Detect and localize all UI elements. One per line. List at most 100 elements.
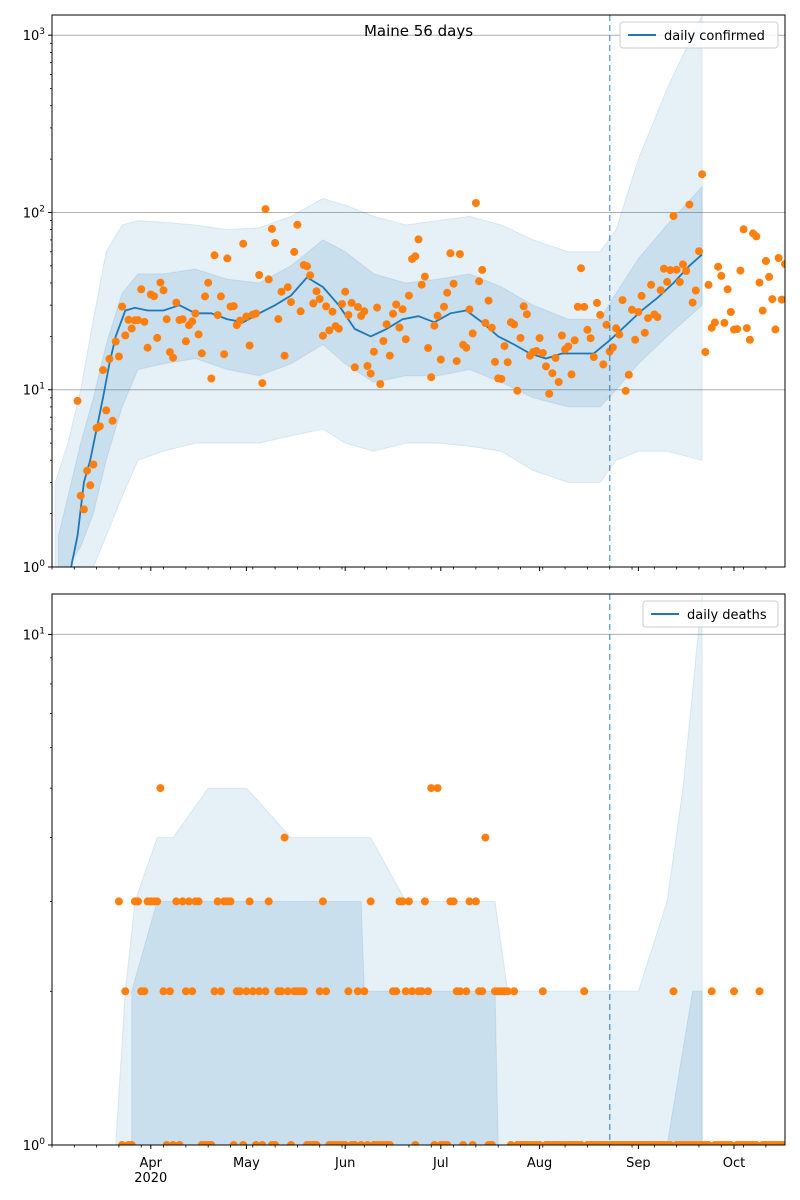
axes-frame bbox=[51, 593, 786, 1146]
observation-point bbox=[542, 362, 550, 371]
observation-point bbox=[264, 275, 273, 284]
observation-point bbox=[223, 254, 232, 263]
observation-point bbox=[637, 291, 646, 300]
observation-point bbox=[175, 1141, 184, 1145]
observation-point bbox=[704, 1141, 713, 1145]
x-tick-label: Jun bbox=[334, 1156, 355, 1171]
observation-point bbox=[682, 267, 691, 275]
observation-point bbox=[280, 351, 289, 360]
observation-point bbox=[258, 1141, 267, 1145]
observation-point bbox=[618, 296, 627, 305]
observation-point bbox=[580, 987, 589, 996]
observation-point bbox=[226, 897, 235, 906]
observation-point bbox=[162, 1141, 171, 1145]
observation-point bbox=[669, 987, 678, 996]
observation-point bbox=[462, 343, 471, 352]
x-tick-label: Apr bbox=[140, 1156, 163, 1171]
observation-point bbox=[165, 987, 174, 996]
observation-point bbox=[701, 348, 710, 356]
observation-point bbox=[140, 987, 149, 996]
observation-point bbox=[169, 1141, 178, 1145]
observation-point bbox=[679, 260, 687, 269]
observation-point bbox=[615, 330, 624, 339]
observation-point bbox=[83, 466, 92, 475]
observation-point bbox=[369, 347, 378, 356]
observation-point bbox=[481, 833, 490, 842]
observation-point bbox=[465, 305, 474, 314]
observation-point bbox=[102, 406, 111, 415]
observation-point bbox=[656, 286, 665, 295]
observation-point bbox=[242, 312, 251, 321]
y-tick-label: 100 bbox=[23, 1137, 46, 1154]
observation-point bbox=[714, 262, 723, 271]
observation-point bbox=[118, 1141, 127, 1145]
observation-point bbox=[360, 987, 369, 996]
observation-point bbox=[411, 1141, 420, 1145]
observation-point bbox=[781, 260, 785, 269]
observation-point bbox=[341, 287, 350, 296]
observation-point bbox=[216, 987, 225, 996]
observation-point bbox=[436, 355, 445, 364]
observation-point bbox=[79, 505, 88, 514]
observation-point bbox=[503, 987, 512, 996]
observation-point bbox=[322, 302, 331, 311]
observation-point bbox=[318, 331, 327, 340]
observation-point bbox=[347, 298, 356, 307]
observation-point bbox=[669, 212, 678, 220]
observation-point bbox=[188, 317, 197, 326]
observation-point bbox=[114, 897, 123, 906]
observation-point bbox=[334, 324, 343, 333]
observation-point bbox=[350, 1141, 359, 1145]
observation-point bbox=[468, 329, 477, 338]
observation-point bbox=[733, 325, 742, 334]
observation-point bbox=[545, 389, 554, 398]
observation-point bbox=[452, 357, 461, 366]
observation-point bbox=[137, 285, 146, 294]
y-tick-label: 100 bbox=[23, 559, 46, 576]
panel-1: 100 101 102 103 Maine 56 days daily confirmed bbox=[23, 14, 786, 576]
observation-point bbox=[538, 987, 547, 996]
observation-point bbox=[172, 897, 181, 906]
observation-point bbox=[95, 422, 104, 431]
observation-point bbox=[717, 271, 726, 280]
observation-point bbox=[621, 386, 630, 395]
observation-point bbox=[465, 897, 474, 906]
observation-point bbox=[478, 265, 487, 274]
observation-point bbox=[357, 1141, 366, 1145]
uncertainty-band-2 bbox=[57, 185, 703, 567]
observation-point bbox=[395, 323, 404, 332]
observation-point bbox=[695, 247, 703, 256]
observation-point bbox=[124, 315, 133, 324]
observation-point bbox=[420, 897, 429, 906]
legend: daily deaths bbox=[642, 600, 779, 628]
observation-point bbox=[363, 362, 372, 370]
observation-point bbox=[777, 295, 785, 304]
observation-point bbox=[672, 265, 681, 274]
observation-point bbox=[283, 987, 292, 996]
observation-point bbox=[468, 1141, 477, 1145]
observation-point bbox=[449, 897, 458, 906]
observation-point bbox=[201, 292, 209, 301]
y-tick-label: 102 bbox=[23, 204, 45, 221]
observation-point bbox=[758, 306, 767, 315]
observation-point bbox=[76, 491, 85, 500]
observation-point bbox=[554, 378, 563, 386]
x-year-label: 2020 bbox=[134, 1171, 167, 1186]
observation-point bbox=[99, 366, 107, 375]
observation-point bbox=[593, 298, 601, 307]
observation-point bbox=[519, 302, 528, 311]
observation-point bbox=[236, 316, 244, 325]
observation-point bbox=[455, 250, 464, 259]
observation-point bbox=[516, 334, 525, 342]
observation-point bbox=[207, 1141, 216, 1145]
observation-point bbox=[781, 1141, 785, 1145]
observation-point bbox=[608, 343, 617, 352]
observation-point bbox=[267, 224, 276, 233]
observation-point bbox=[194, 897, 203, 906]
observation-point bbox=[185, 897, 193, 906]
observation-point bbox=[564, 342, 573, 351]
observation-point bbox=[675, 278, 684, 286]
observation-point bbox=[742, 324, 751, 333]
observation-point bbox=[118, 302, 127, 311]
observation-point bbox=[306, 271, 315, 280]
